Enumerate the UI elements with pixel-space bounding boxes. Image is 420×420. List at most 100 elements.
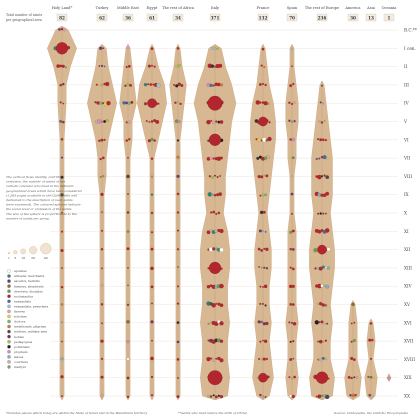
saint-sphere — [219, 228, 224, 234]
saint-sphere — [265, 247, 269, 252]
saint-sphere — [176, 321, 180, 325]
saint-sphere — [213, 47, 217, 51]
saint-sphere — [370, 394, 374, 398]
saint-sphere — [322, 102, 325, 105]
saint-sphere — [325, 284, 330, 289]
saint-sphere — [292, 156, 295, 159]
saint-sphere — [126, 230, 130, 233]
century-label: XVII — [404, 339, 414, 344]
saint-sphere — [214, 395, 218, 399]
saint-sphere — [209, 83, 213, 87]
saint-sphere — [103, 120, 107, 123]
category-label: artisans, merchants — [14, 274, 45, 278]
region-total-box — [347, 13, 359, 22]
region-total: 36 — [125, 16, 131, 21]
century-label: V — [403, 119, 408, 124]
saint-sphere — [319, 138, 323, 142]
saint-sphere — [257, 320, 261, 324]
saint-sphere — [372, 376, 375, 380]
saint-sphere — [218, 192, 223, 196]
saint-sphere — [267, 136, 272, 142]
legend-description-line: catholic calendar who lived in the diffe… — [6, 184, 74, 188]
saint-sphere — [350, 322, 353, 325]
saint-sphere — [321, 84, 323, 87]
region-label: Oceania — [382, 6, 398, 10]
saint-sphere — [101, 120, 103, 123]
saint-sphere — [177, 120, 181, 124]
saint-sphere — [353, 376, 356, 379]
saint-sphere — [59, 64, 63, 68]
saint-sphere — [290, 321, 294, 324]
saint-sphere — [61, 321, 63, 324]
saint-sphere — [150, 375, 154, 379]
region-label: America — [344, 6, 361, 10]
saint-sphere — [219, 321, 224, 326]
category-swatch — [7, 360, 11, 364]
saint-sphere — [265, 174, 269, 178]
category-swatch — [7, 339, 11, 344]
century-label: I cen. — [404, 46, 416, 51]
saint-sphere — [322, 340, 325, 343]
saint-sphere — [150, 247, 154, 251]
saint-sphere — [293, 375, 296, 379]
saint-sphere — [319, 212, 322, 215]
saint-sphere — [262, 230, 264, 233]
category-label: soldiers, military men — [14, 330, 47, 334]
saint-sphere — [347, 375, 351, 379]
saint-sphere — [262, 357, 266, 361]
region-total: 82 — [59, 16, 65, 21]
saint-sphere — [209, 156, 213, 160]
saint-sphere — [289, 358, 293, 361]
saint-sphere — [289, 303, 293, 306]
saint-sphere — [101, 267, 103, 270]
saint-sphere — [288, 101, 291, 104]
saint-sphere — [179, 102, 182, 106]
region-total: 30 — [350, 16, 356, 21]
saint-sphere — [125, 139, 128, 142]
saint-sphere — [267, 102, 270, 105]
legend-description-line: dedicated to the description of such sai… — [6, 198, 73, 202]
saint-sphere — [98, 84, 101, 87]
saint-sphere — [126, 174, 130, 179]
category-label: nobles — [14, 335, 24, 339]
saint-sphere — [207, 339, 210, 342]
saint-sphere — [206, 230, 211, 235]
saint-sphere — [210, 211, 213, 214]
saint-sphere — [60, 27, 64, 31]
saint-sphere — [208, 175, 211, 178]
saint-sphere — [209, 395, 213, 398]
saint-sphere — [60, 357, 64, 361]
saint-sphere — [59, 101, 62, 104]
saint-sphere — [177, 266, 179, 269]
saint-sphere — [314, 267, 317, 270]
saint-sphere — [264, 396, 267, 398]
saint-sphere — [176, 174, 180, 178]
century-label: III — [404, 82, 409, 87]
saint-sphere — [176, 47, 180, 50]
saint-sphere — [209, 228, 213, 233]
region-label: Asia — [366, 6, 376, 10]
saint-sphere — [261, 82, 265, 85]
region-label: Egypt — [147, 6, 158, 10]
saint-sphere — [293, 101, 296, 104]
saint-sphere — [100, 248, 104, 251]
saint-sphere — [147, 64, 151, 68]
saint-sphere — [102, 175, 105, 178]
century-label: XII — [404, 247, 411, 252]
saint-sphere — [291, 284, 295, 288]
region-total-box — [286, 13, 298, 22]
region-label: Italy — [211, 6, 220, 10]
saint-sphere — [259, 285, 262, 288]
saint-sphere — [151, 339, 153, 342]
region-total-box — [257, 13, 269, 22]
saint-sphere — [99, 175, 102, 178]
saint-sphere — [207, 395, 210, 398]
saint-sphere — [326, 157, 329, 160]
saint-sphere — [369, 375, 373, 379]
saint-sphere — [256, 156, 260, 160]
legend-description-line: (1,283 pages available in the Cathopedia… — [6, 193, 77, 197]
category-swatch — [7, 299, 11, 304]
saint-sphere — [176, 139, 180, 142]
saint-sphere — [150, 266, 154, 271]
saint-sphere — [101, 322, 103, 325]
